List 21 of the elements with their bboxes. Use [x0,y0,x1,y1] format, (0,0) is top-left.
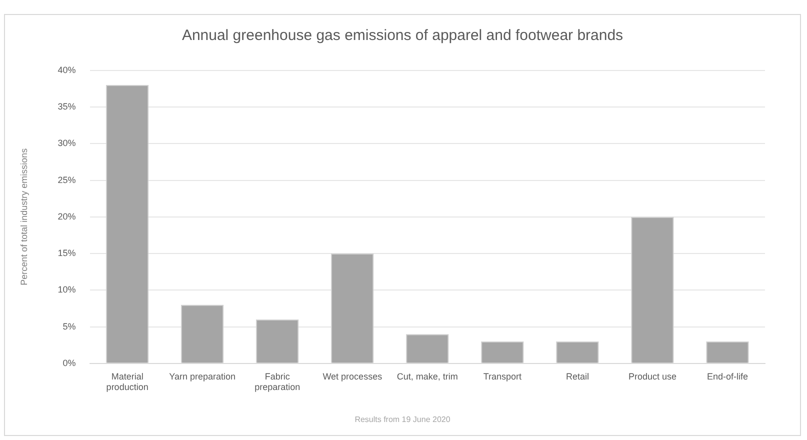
x-tick-label: End-of-life [706,371,748,382]
y-tick-label: 20% [58,211,76,222]
y-tick-label: 5% [62,321,76,332]
y-tick-label: 10% [58,284,76,295]
x-tick-label: Cut, make, trim [396,371,458,382]
y-tick-label: 0% [62,358,76,368]
y-tick-label: 30% [58,138,76,148]
y-tick-label: 40% [58,64,76,75]
chart-title: Annual greenhouse gas emissions of apparel and footwear brands [180,27,624,44]
y-axis-title: Percent of total industry emissions [18,148,29,286]
x-tick-label: Fabric preparation [254,371,300,392]
x-tick-label: Material production [106,371,148,392]
text: Results from 19 June 2020 [354,415,452,424]
y-tick-label: 15% [58,248,76,258]
x-tick-label: Transport [483,371,522,382]
y-tick-label: 35% [58,102,76,112]
y-tick-label: 25% [58,174,76,185]
x-tick-label: Wet processes [322,371,383,382]
x-tick-label: Yarn preparation [169,371,236,382]
x-tick-label: Product use [628,371,676,382]
x-tick-label: Retail [566,371,589,382]
